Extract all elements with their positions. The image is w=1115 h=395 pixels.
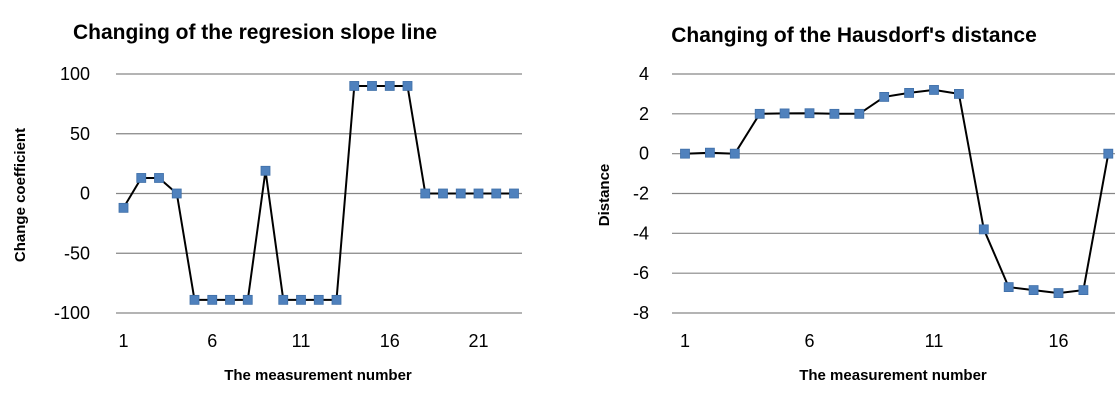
data-point bbox=[402, 81, 413, 91]
data-point bbox=[367, 81, 377, 91]
data-point bbox=[1053, 288, 1064, 298]
x-tick-label: 6 bbox=[207, 331, 217, 351]
data-point bbox=[929, 85, 939, 95]
chart-title: Changing of the regresion slope line bbox=[73, 21, 437, 44]
y-tick-label: -4 bbox=[633, 223, 649, 243]
data-point bbox=[954, 89, 964, 99]
x-tick-label: 11 bbox=[292, 331, 311, 351]
y-tick-labels: 4 2 0 -2 -4 -6 -8 bbox=[633, 64, 649, 323]
x-tick-label: 6 bbox=[804, 331, 814, 351]
x-tick-labels: 1 6 11 16 21 bbox=[118, 331, 488, 351]
y-tick-label: 50 bbox=[70, 124, 90, 144]
x-tick-label: 1 bbox=[118, 331, 128, 351]
data-point bbox=[779, 108, 790, 119]
y-tick-label: 4 bbox=[639, 64, 649, 84]
data-point bbox=[154, 173, 164, 183]
y-tick-label: 2 bbox=[639, 104, 649, 124]
data-point bbox=[171, 188, 182, 199]
data-point bbox=[754, 108, 765, 119]
data-point bbox=[829, 108, 840, 119]
chart-hausdorff: Changing of the Hausdorf's distance Dist… bbox=[596, 24, 1115, 384]
x-axis-label: The measurement number bbox=[799, 367, 987, 384]
data-point bbox=[331, 294, 342, 305]
data-point bbox=[313, 294, 324, 305]
x-tick-label: 16 bbox=[1048, 331, 1068, 351]
data-point bbox=[455, 188, 466, 199]
x-tick-label: 11 bbox=[925, 331, 944, 351]
grid-lines bbox=[672, 73, 1115, 314]
y-tick-label: -100 bbox=[54, 303, 90, 323]
series-line bbox=[684, 88, 1110, 295]
data-point bbox=[729, 148, 740, 159]
data-point bbox=[384, 81, 395, 91]
x-tick-label: 16 bbox=[380, 331, 400, 351]
data-point bbox=[1028, 285, 1039, 295]
y-tick-label: 0 bbox=[639, 144, 649, 164]
y-tick-label: 0 bbox=[80, 184, 90, 204]
grid-lines bbox=[116, 73, 522, 314]
data-point bbox=[978, 224, 989, 235]
chart-slope: Changing of the regresion slope line Cha… bbox=[12, 21, 522, 384]
data-point bbox=[705, 147, 715, 158]
data-point bbox=[509, 188, 519, 199]
data-point bbox=[260, 165, 271, 176]
y-tick-label: -6 bbox=[633, 263, 649, 283]
data-point bbox=[420, 188, 431, 199]
data-point bbox=[491, 188, 502, 199]
data-point bbox=[136, 173, 147, 183]
data-point bbox=[680, 148, 690, 159]
data-point bbox=[242, 294, 253, 305]
data-point bbox=[1078, 285, 1089, 295]
y-tick-labels: 100 50 0 -50 -100 bbox=[54, 64, 90, 323]
data-point bbox=[296, 294, 306, 305]
y-tick-label: 100 bbox=[60, 64, 90, 84]
data-point bbox=[879, 92, 890, 102]
series-markers bbox=[680, 85, 1114, 298]
series-markers bbox=[118, 81, 519, 305]
data-point bbox=[278, 294, 289, 305]
x-tick-label: 21 bbox=[468, 331, 488, 351]
x-tick-labels: 1 6 11 16 bbox=[680, 331, 1069, 351]
data-point bbox=[854, 108, 865, 119]
y-tick-label: -2 bbox=[633, 184, 649, 204]
data-point bbox=[1003, 282, 1014, 293]
data-point bbox=[349, 81, 360, 91]
series-polyline bbox=[684, 88, 1110, 295]
y-axis-label: Change coefficient bbox=[12, 128, 29, 262]
data-point bbox=[1103, 148, 1114, 159]
data-point bbox=[804, 108, 815, 119]
y-tick-label: -50 bbox=[64, 243, 90, 263]
y-axis-label: Distance bbox=[596, 164, 613, 227]
y-tick-label: -8 bbox=[633, 303, 649, 323]
chart-title: Changing of the Hausdorf's distance bbox=[671, 24, 1037, 47]
x-axis-label: The measurement number bbox=[224, 367, 412, 384]
data-point bbox=[118, 202, 129, 213]
x-tick-label: 1 bbox=[680, 331, 690, 351]
data-point bbox=[438, 188, 448, 199]
data-point bbox=[904, 88, 914, 98]
data-point bbox=[189, 294, 200, 305]
data-point bbox=[473, 188, 484, 199]
data-point bbox=[207, 294, 218, 305]
data-point bbox=[225, 294, 235, 305]
